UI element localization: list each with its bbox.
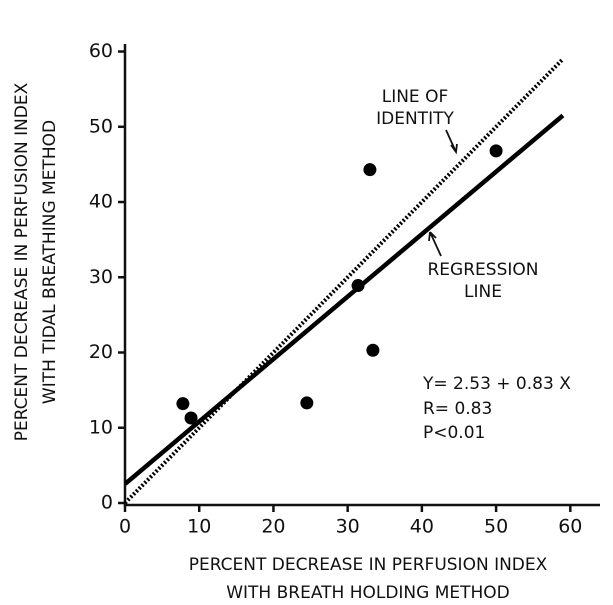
line-label: LINE <box>464 282 502 302</box>
y-tick-label: 60 <box>89 40 113 62</box>
arrow <box>428 231 442 257</box>
y-axis-label: WITH TIDAL BREATHING METHOD <box>40 120 60 404</box>
y-tick-label: 20 <box>89 341 113 363</box>
x-tick-label: 60 <box>558 516 582 538</box>
line-label: IDENTITY <box>376 109 454 129</box>
x-tick-label: 0 <box>119 516 131 538</box>
x-axis-label: WITH BREATH HOLDING METHOD <box>226 583 510 603</box>
point <box>184 411 198 425</box>
y-tick-label: 0 <box>101 492 113 514</box>
point <box>351 279 365 293</box>
point <box>366 343 380 357</box>
y-tick-label: 10 <box>89 416 113 438</box>
point <box>176 397 190 411</box>
arrow <box>445 129 458 155</box>
y-tick-label: 50 <box>89 115 113 137</box>
x-tick-label: 10 <box>187 516 211 538</box>
annotation: Y= 2.53 + 0.83 X <box>422 374 571 394</box>
point <box>489 144 503 158</box>
annotation: R= 0.83 <box>423 399 492 419</box>
x-tick-label: 40 <box>410 516 434 538</box>
x-tick-label: 20 <box>261 516 285 538</box>
line-label: LINE OF <box>382 87 449 107</box>
x-tick-label: 50 <box>484 516 508 538</box>
line-label: REGRESSION <box>428 260 539 280</box>
fit-line <box>123 113 565 486</box>
point <box>300 396 314 410</box>
x-axis-label: PERCENT DECREASE IN PERFUSION INDEX <box>189 555 548 575</box>
y-tick-label: 30 <box>89 266 113 288</box>
annotation: P<0.01 <box>423 423 485 443</box>
y-axis-label: PERCENT DECREASE IN PERFUSION INDEX <box>12 82 32 441</box>
y-tick-label: 40 <box>89 191 113 213</box>
point <box>363 163 377 177</box>
x-tick-label: 30 <box>336 516 360 538</box>
